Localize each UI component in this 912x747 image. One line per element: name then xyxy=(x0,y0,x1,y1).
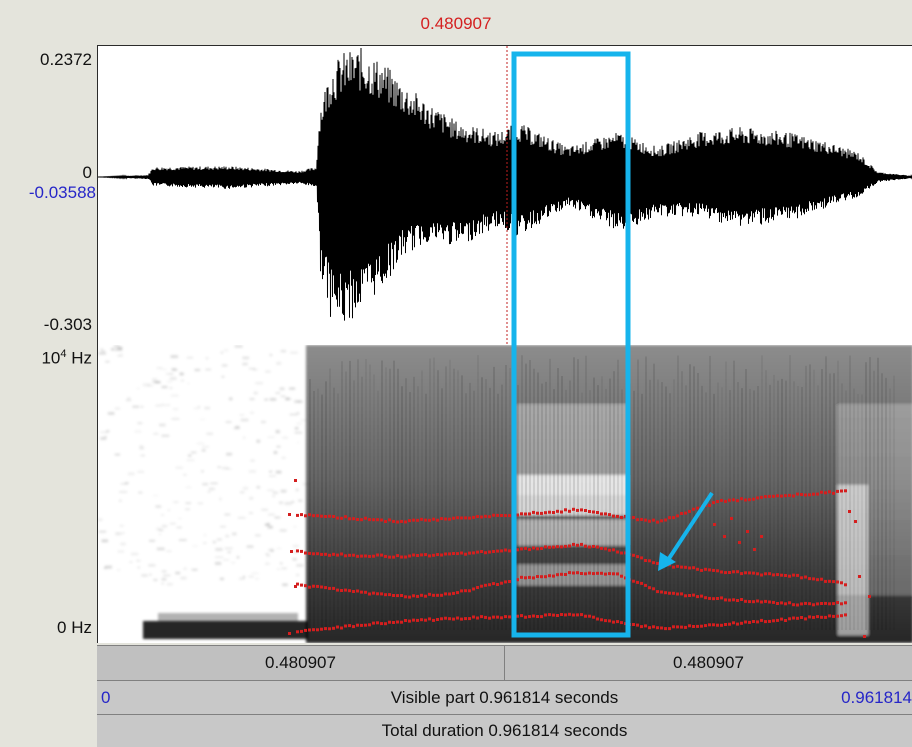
waveform-panel[interactable] xyxy=(97,45,912,346)
visible-part-label[interactable]: Visible part 0.961814 seconds xyxy=(390,687,619,707)
selection-right-button[interactable]: 0.480907 xyxy=(673,653,744,672)
selection-bar[interactable]: 0.480907 0.480907 xyxy=(97,645,912,681)
waveform-cursor-value-label: -0.03588 xyxy=(28,183,96,202)
selection-left-button[interactable]: 0.480907 xyxy=(265,653,336,672)
total-duration-bar[interactable]: Total duration 0.961814 seconds xyxy=(97,715,912,747)
waveform-ymax-label: 0.2372 xyxy=(40,50,92,69)
waveform-plot xyxy=(98,47,912,321)
spectrogram-ymax-label: 104 Hz xyxy=(41,348,92,368)
cursor-time-label: 0.480907 xyxy=(420,14,492,33)
visible-end-label: 0.961814 xyxy=(841,687,912,707)
selection-divider xyxy=(504,646,505,680)
spectrogram-striations xyxy=(309,355,895,630)
spectrogram-plot xyxy=(98,345,912,643)
waveform-zero-label: 0 xyxy=(82,163,92,182)
spectrogram-ymin-label: 0 Hz xyxy=(57,618,92,637)
total-duration-label[interactable]: Total duration 0.961814 seconds xyxy=(381,721,628,740)
spectrogram-panel[interactable] xyxy=(97,345,912,643)
visible-start-label: 0 xyxy=(101,687,111,707)
visible-part-bar[interactable]: 0 Visible part 0.961814 seconds 0.961814 xyxy=(97,681,912,715)
waveform-trace xyxy=(98,47,912,321)
waveform-ymin-label: -0.303 xyxy=(43,315,92,334)
